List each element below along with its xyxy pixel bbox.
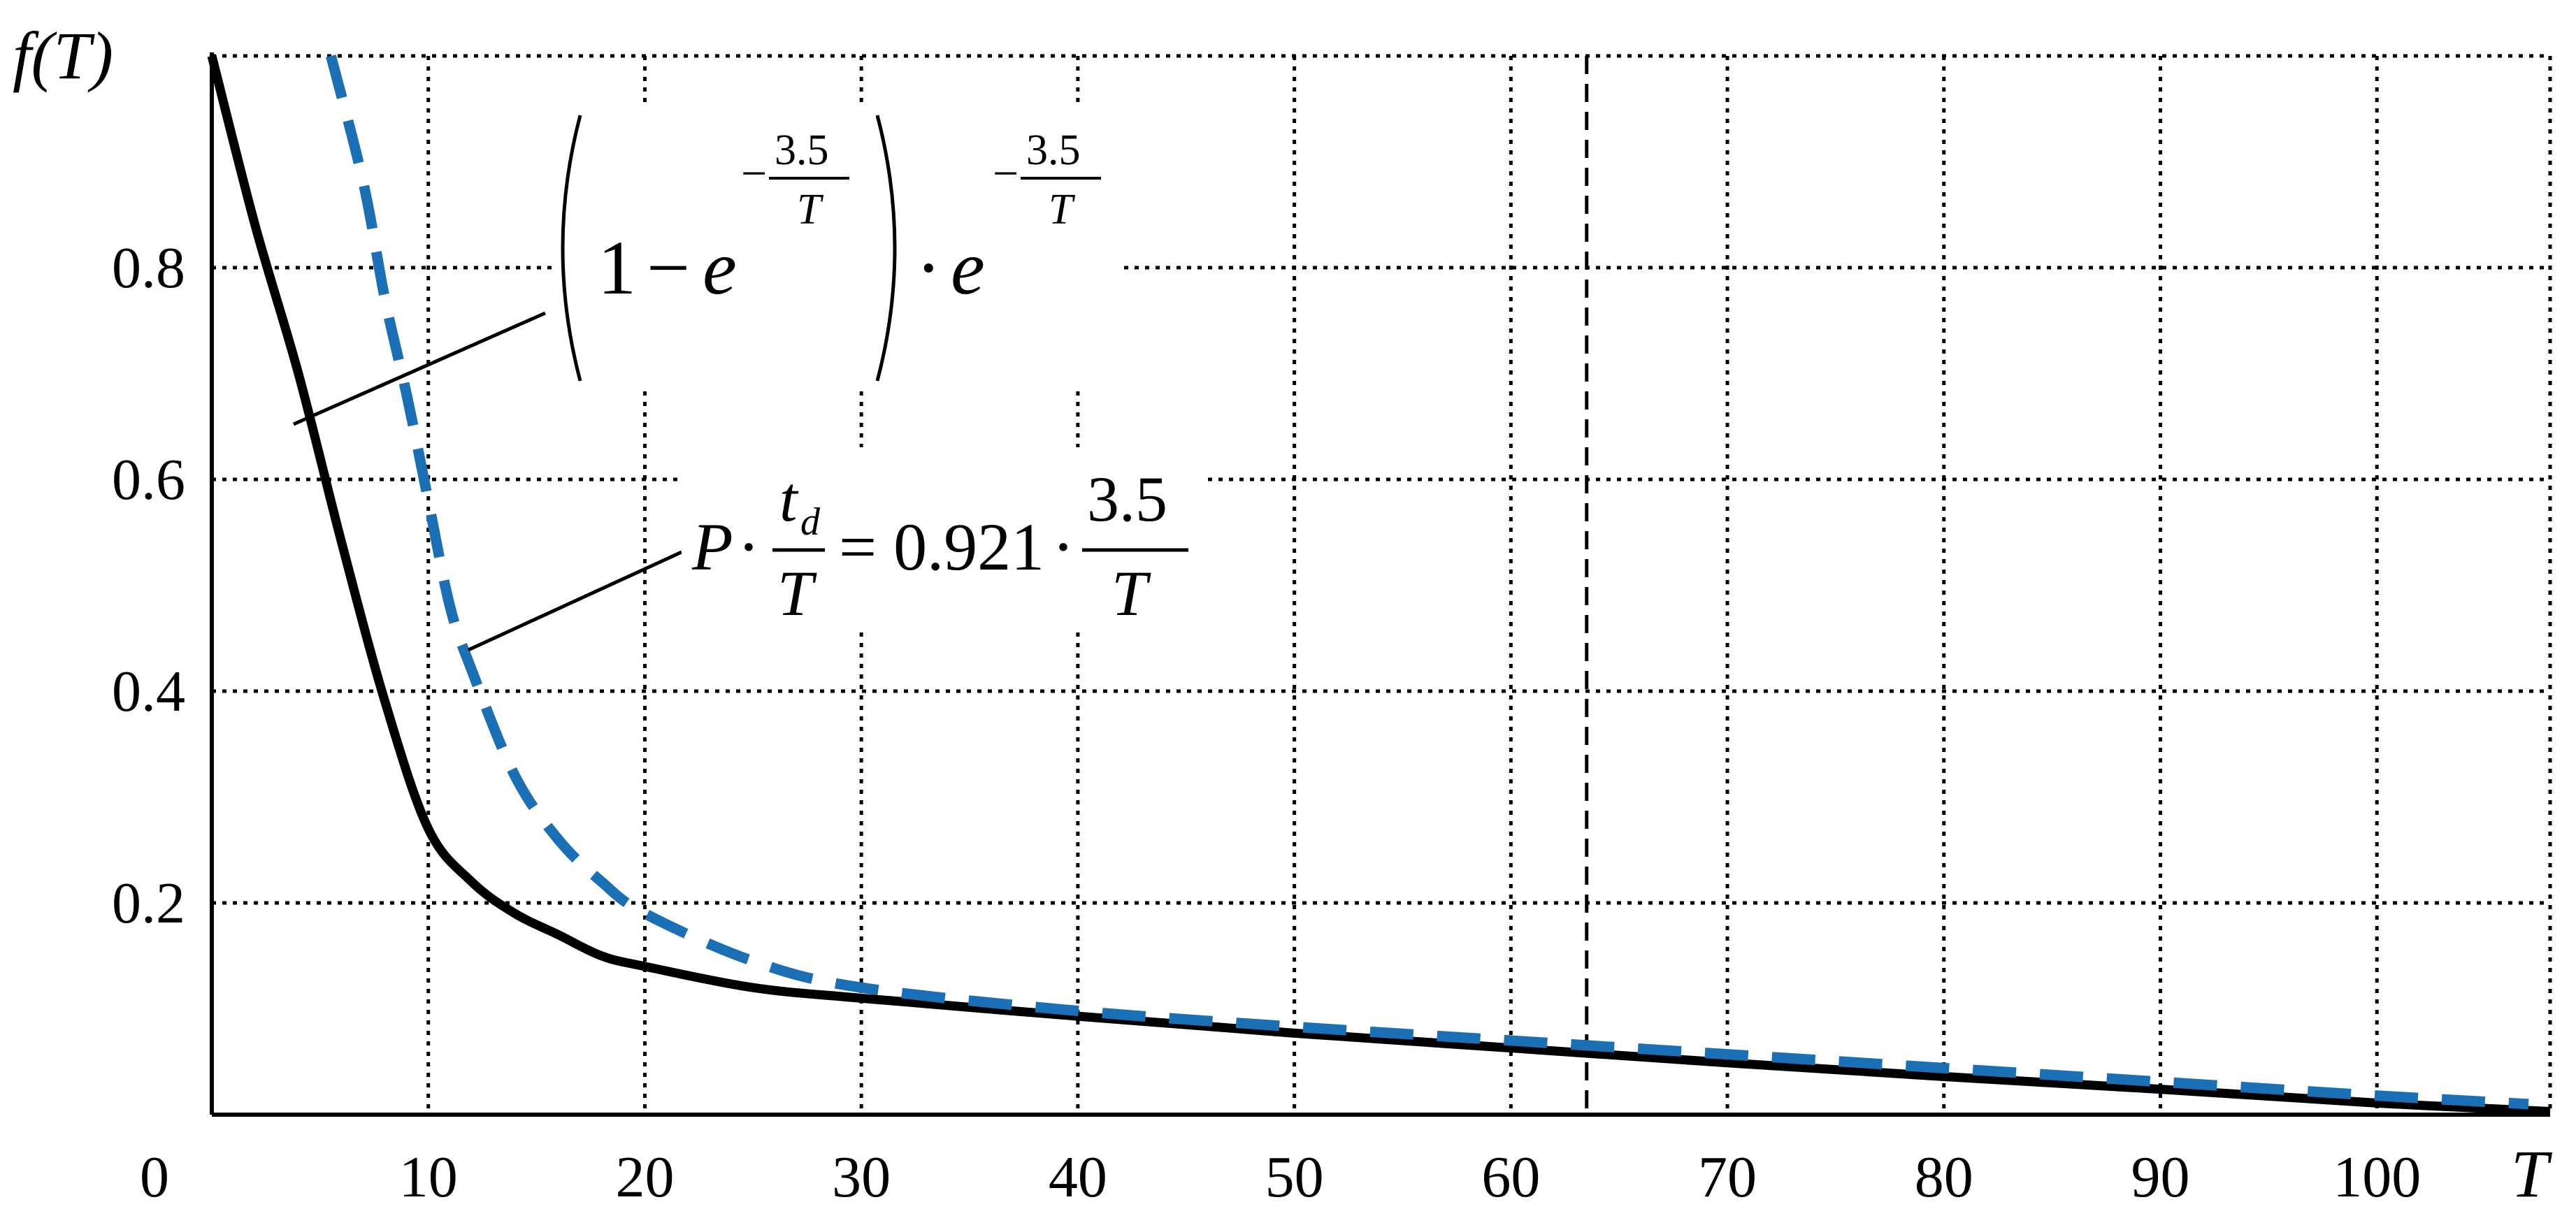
y-axis-label: f(T) [13,18,113,93]
left-paren [561,115,582,382]
x-tick-label-60: 60 [1481,1145,1540,1210]
formula-2-dot2: · [1052,509,1074,584]
x-tick-label-50: 50 [1265,1145,1324,1210]
formula-2-t: t [779,463,799,535]
formula-2-T1: T [777,558,817,629]
x-tick-label-70: 70 [1698,1145,1757,1210]
annotation-formula-1: 1 − e − 3.5 T · e − 3.5 T [292,105,1118,426]
x-tick-label-100: 100 [2333,1145,2421,1210]
formula-2-dot1: · [737,509,760,584]
formula-1-e2: e [951,225,985,310]
formula-1-dot: · [916,225,942,310]
formula-2-eq: = 0.921 [839,509,1044,584]
formula-1-exp2-den: T [1049,186,1076,233]
formula-2-d: d [800,500,821,544]
annotation-formula-2: P · t d T = 0.921 · 3.5 T [467,447,1202,652]
origin-label: 0 [140,1145,169,1210]
x-axis-label: T [2511,1136,2553,1211]
series-line-dashed [326,55,2529,1110]
x-tick-label-20: 20 [615,1145,674,1210]
leader-line-1 [292,311,547,426]
leader-line-2 [467,550,683,652]
formula-2-num: 3.5 [1087,463,1167,535]
formula-1-one: 1 [598,225,636,310]
y-tick-label-0.8: 0.8 [112,236,185,301]
y-tick-label-0.6: 0.6 [112,447,185,512]
y-tick-label-0.2: 0.2 [112,871,185,936]
formula-2-background [682,447,1202,629]
x-tick-label-30: 30 [832,1145,891,1210]
formula-1-exp2-num: 3.5 [1026,126,1081,174]
series-layer [207,55,2551,1116]
grid-lines [212,54,2552,1115]
x-tick-label-90: 90 [2131,1145,2190,1210]
right-paren [875,115,897,382]
series-line-solid [207,55,2551,1116]
formula-1-exp2-minus: − [993,148,1019,199]
formula-1-exp-num: 3.5 [775,126,829,174]
x-tick-label-40: 40 [1049,1145,1107,1210]
x-tick-label-10: 10 [399,1145,458,1210]
formula-1-minus: − [647,225,690,310]
y-tick-label-0.4: 0.4 [112,659,185,724]
formula-1-exp-minus: − [741,148,767,199]
x-tick-label-80: 80 [1915,1145,1973,1210]
tick-labels: 10 20 30 40 50 60 70 80 90 100 0.2 0.4 0.6 0.8 [112,236,2421,1210]
formula-1-exp-den: T [797,186,824,233]
axes [210,52,2550,1117]
formula-2-T2: T [1111,558,1151,629]
formula-1-e: e [703,225,737,310]
formula-1-background [552,105,1118,391]
formula-2-P: P [691,509,733,584]
